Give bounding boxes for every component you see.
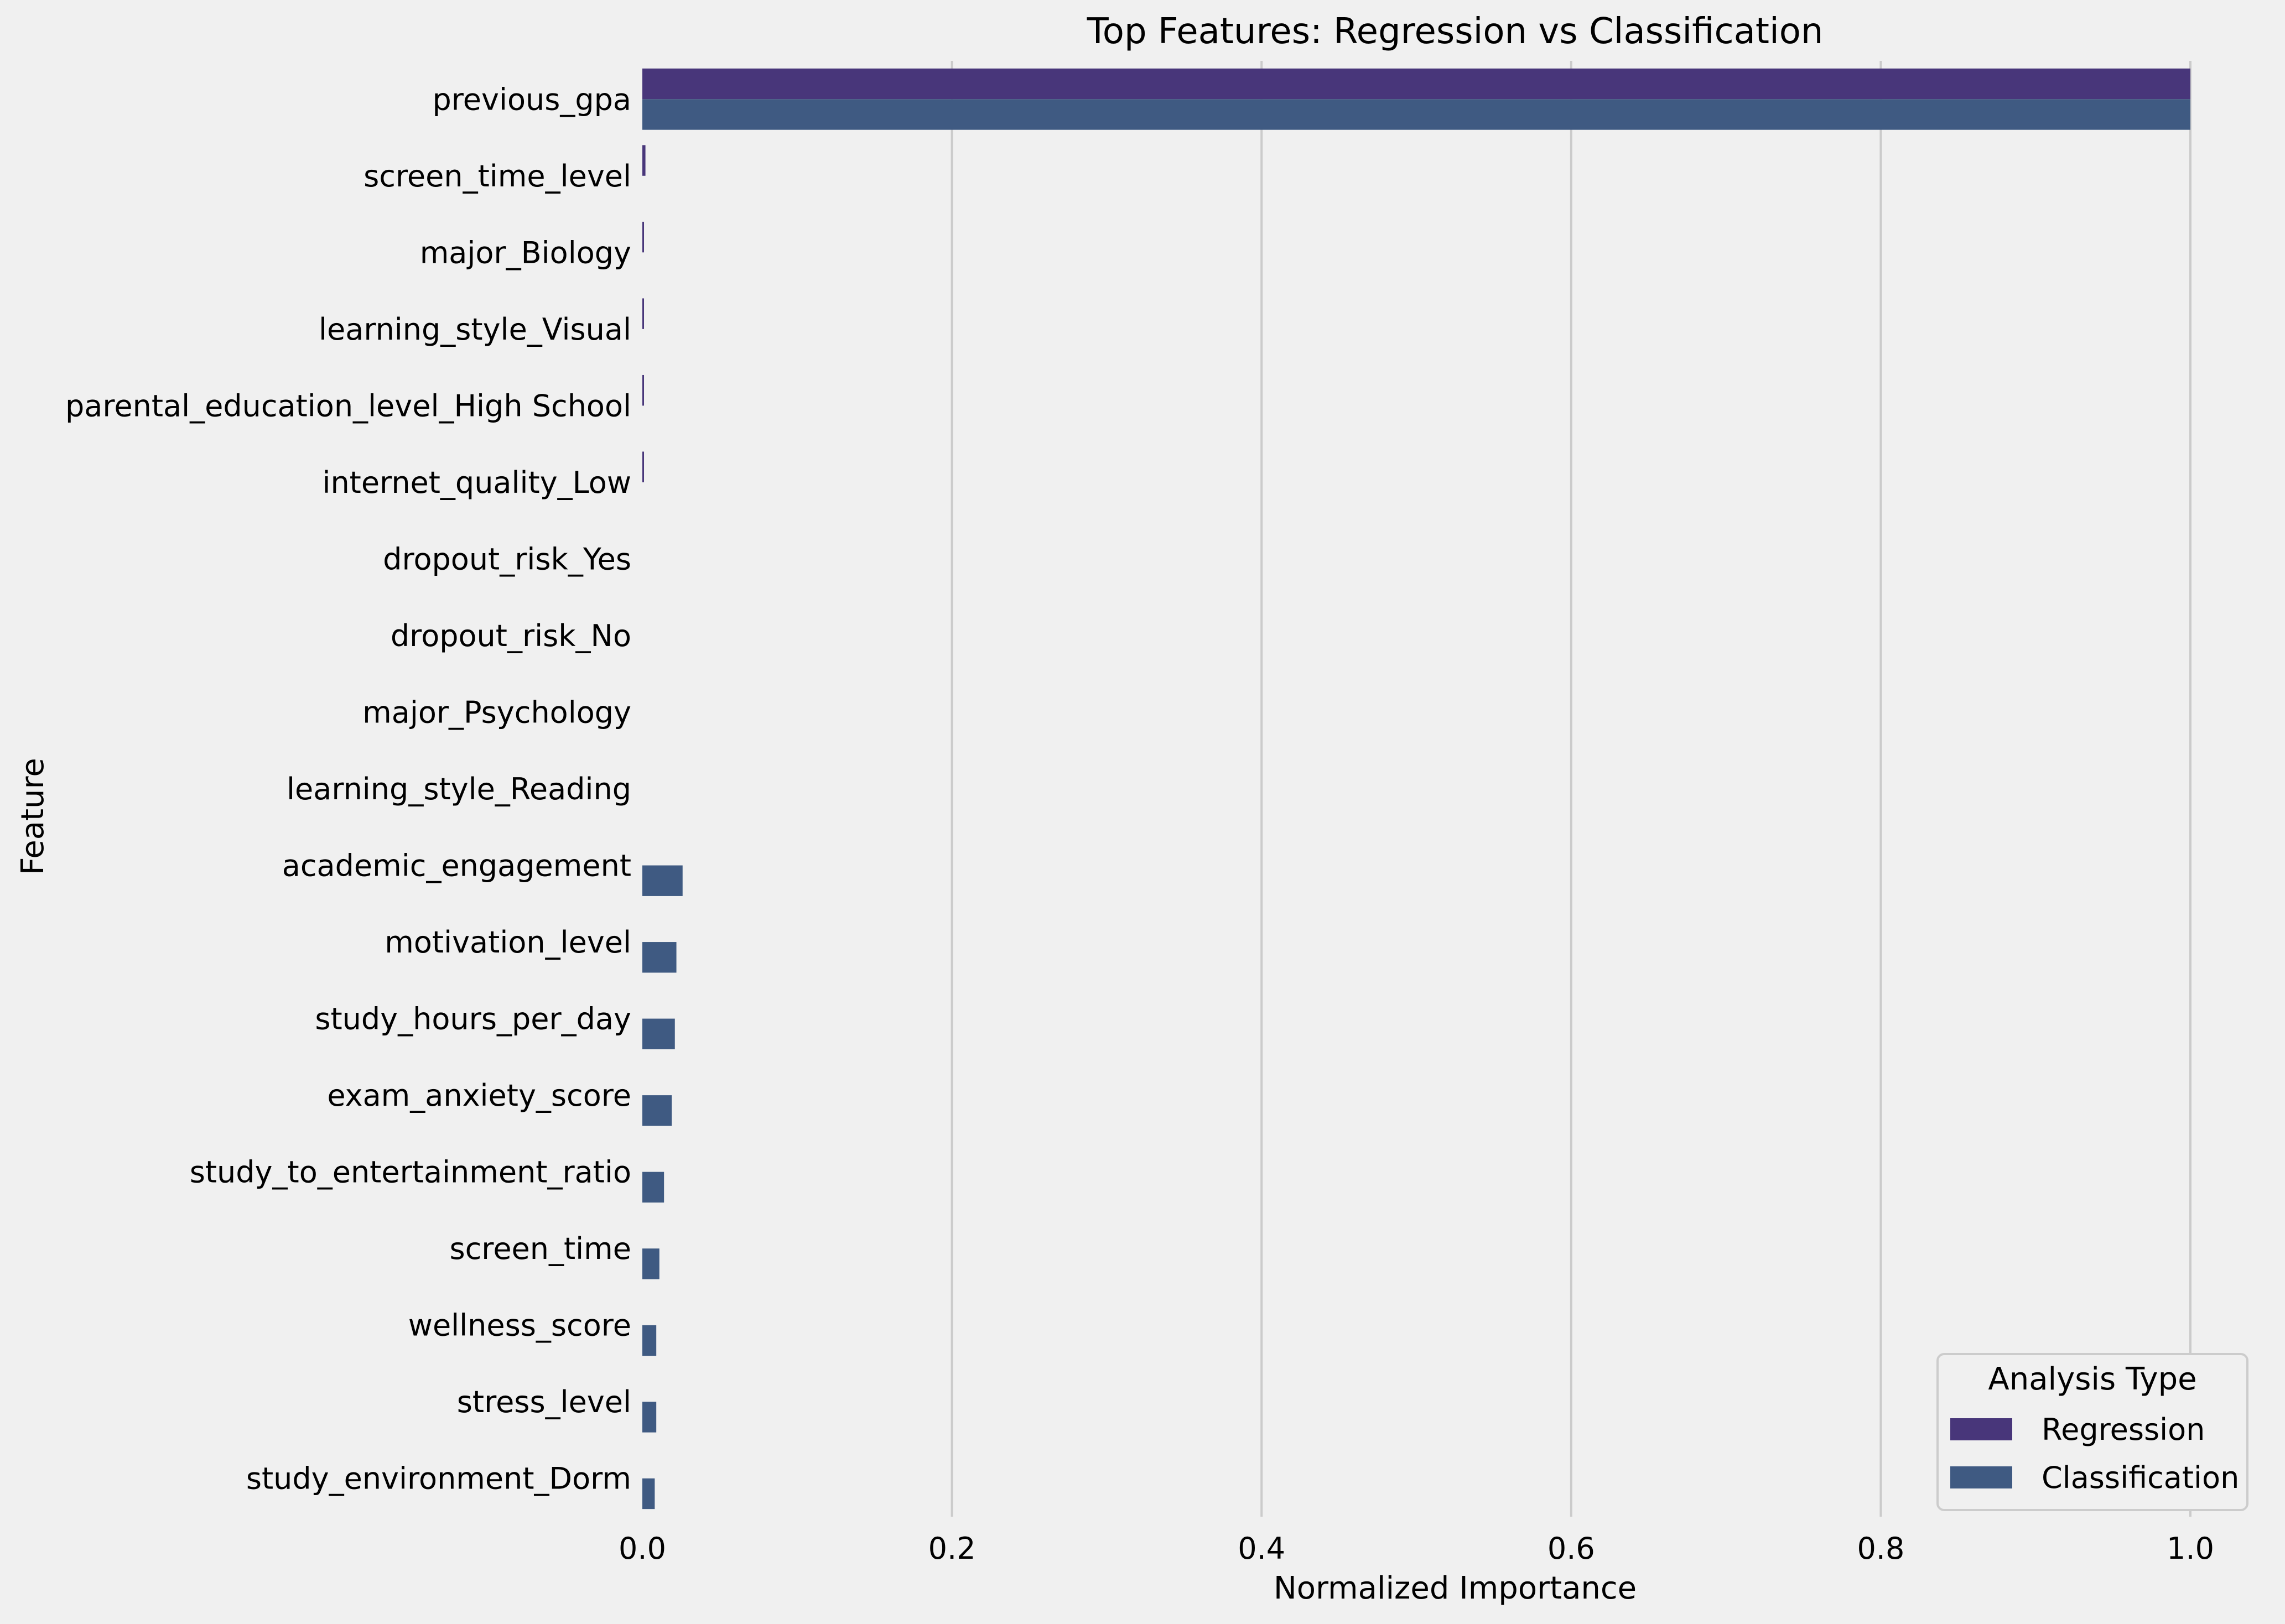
- y-tick-label-study-hours-per-day: study_hours_per_day: [315, 1002, 631, 1037]
- bar-regression-previous-gpa: [642, 68, 2190, 100]
- x-tick-label: 0.8: [1857, 1531, 1904, 1566]
- x-tick-label: 1.0: [2167, 1531, 2214, 1566]
- legend-label-classification: Classification: [2042, 1460, 2239, 1495]
- bar-classification-exam-anxiety-score: [642, 1095, 672, 1126]
- y-tick-label-major-biology: major_Biology: [420, 235, 631, 270]
- y-tick-label-previous-gpa: previous_gpa: [432, 82, 631, 117]
- x-axis-title: Normalized Importance: [1274, 1570, 1637, 1606]
- bar-regression-learning-style-visual: [642, 298, 644, 329]
- bar-classification-study-to-entertainment-ratio: [642, 1172, 664, 1203]
- y-tick-label-learning-style-visual: learning_style_Visual: [319, 312, 631, 347]
- y-tick-label-parental-education-level-high-school: parental_education_level_High School: [65, 388, 631, 423]
- bar-regression-parental-education-level-high-school: [642, 374, 644, 406]
- bar-classification-stress-level: [642, 1402, 657, 1433]
- bar-classification-study-environment-dorm: [642, 1478, 655, 1510]
- legend-label-regression: Regression: [2042, 1412, 2205, 1447]
- y-tick-label-internet-quality-low: internet_quality_Low: [322, 465, 631, 500]
- y-tick-label-academic-engagement: academic_engagement: [282, 849, 631, 883]
- bars: [642, 68, 2190, 1510]
- x-tick-label: 0.0: [619, 1531, 666, 1566]
- y-tick-label-exam-anxiety-score: exam_anxiety_score: [327, 1078, 631, 1113]
- bar-regression-screen-time-level: [642, 145, 646, 176]
- y-tick-label-screen-time-level: screen_time_level: [363, 159, 631, 194]
- y-tick-label-stress-level: stress_level: [457, 1384, 631, 1419]
- bar-classification-academic-engagement: [642, 865, 683, 896]
- bar-classification-motivation-level: [642, 942, 677, 973]
- legend-swatch-regression: [1950, 1418, 2012, 1440]
- x-tick-labels: 0.0 0.2 0.4 0.6 0.8 1.0: [619, 1531, 2214, 1566]
- bar-regression-internet-quality-low: [642, 451, 644, 482]
- y-tick-label-study-to-entertainment-ratio: study_to_entertainment_ratio: [190, 1155, 631, 1190]
- bar-regression-major-biology: [642, 221, 644, 253]
- y-tick-label-motivation-level: motivation_level: [385, 925, 631, 960]
- x-tick-label: 0.6: [1547, 1531, 1595, 1566]
- y-tick-label-major-psychology: major_Psychology: [362, 695, 631, 730]
- bar-classification-study-hours-per-day: [642, 1018, 675, 1049]
- x-tick-label: 0.4: [1238, 1531, 1285, 1566]
- legend-swatch-classification: [1950, 1466, 2012, 1488]
- y-tick-label-dropout-risk-no: dropout_risk_No: [391, 618, 631, 653]
- y-tick-label-screen-time: screen_time: [449, 1231, 631, 1266]
- chart-title: Top Features: Regression vs Classificati…: [1087, 11, 1824, 52]
- y-tick-label-learning-style-reading: learning_style_Reading: [287, 772, 631, 806]
- bar-classification-previous-gpa: [642, 99, 2190, 130]
- y-tick-labels: previous_gpa screen_time_level major_Biolo…: [65, 82, 631, 1496]
- legend: Analysis Type Regression Classification: [1936, 1353, 2248, 1511]
- y-axis-title: Feature: [15, 758, 51, 875]
- legend-title: Analysis Type: [1988, 1361, 2196, 1397]
- legend-frame: [1936, 1353, 2248, 1511]
- bar-classification-screen-time: [642, 1248, 659, 1279]
- x-tick-label: 0.2: [928, 1531, 976, 1566]
- bar-classification-wellness-score: [642, 1325, 657, 1356]
- y-tick-label-study-environment-dorm: study_environment_Dorm: [246, 1461, 631, 1496]
- y-tick-label-wellness-score: wellness_score: [408, 1308, 631, 1343]
- y-tick-label-dropout-risk-yes: dropout_risk_Yes: [383, 542, 631, 576]
- gridlines: [951, 61, 2191, 1517]
